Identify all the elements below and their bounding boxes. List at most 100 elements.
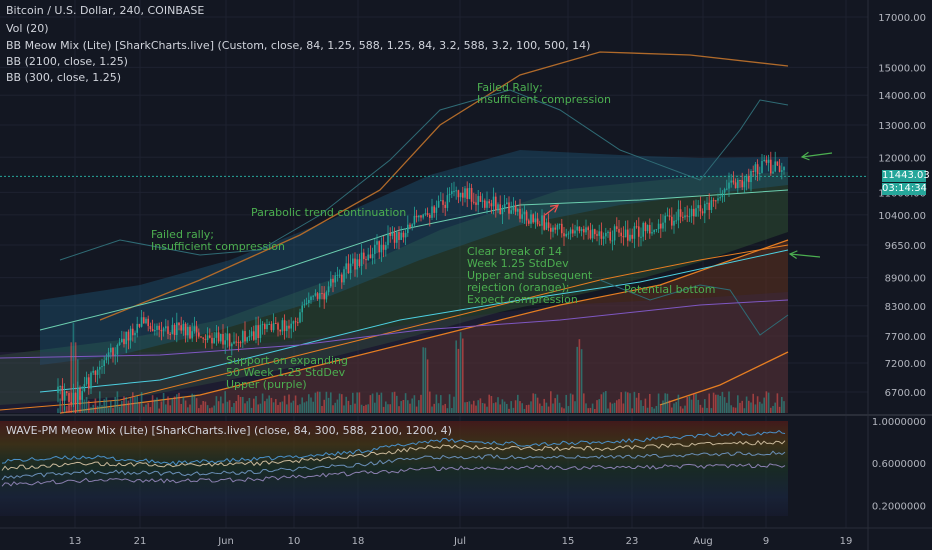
volume-bar (147, 403, 149, 413)
volume-bar (655, 405, 658, 413)
candle-body (565, 233, 567, 237)
candle-body (178, 322, 180, 326)
candle-body (697, 205, 699, 209)
volume-bar (453, 396, 455, 413)
volume-bar (671, 407, 673, 413)
volume-bar (470, 404, 473, 413)
candle-body (532, 214, 534, 223)
volume-bar (642, 405, 644, 413)
candle-body (59, 385, 61, 387)
indicator-vol[interactable]: Vol (20) (6, 22, 49, 35)
volume-bar (81, 398, 83, 413)
volume-bar (534, 393, 537, 413)
volume-bar (336, 399, 339, 413)
volume-bar (250, 407, 253, 413)
volume-bar (198, 408, 200, 413)
candle-body (171, 324, 174, 334)
volume-bar (189, 404, 191, 413)
candle-body (429, 214, 431, 218)
candle-body (426, 213, 429, 215)
indicator-bb-meow-mix[interactable]: BB Meow Mix (Lite) [SharkCharts.live] (C… (6, 39, 591, 52)
candle-body (156, 325, 158, 330)
volume-bar (253, 398, 255, 413)
volume-bar (728, 391, 730, 413)
candle-body (541, 215, 543, 226)
time-tick-label: 13 (69, 536, 82, 547)
volume-bar (770, 407, 772, 413)
volume-bar (622, 403, 625, 413)
volume-bar (112, 408, 114, 413)
volume-bar (763, 397, 765, 413)
candle-body (484, 200, 486, 208)
volume-bar (404, 393, 407, 413)
candle-body (129, 328, 132, 341)
volume-bar (523, 408, 526, 413)
volume-bar (475, 405, 477, 413)
volume-bar (74, 342, 77, 413)
volume-bar (550, 391, 552, 413)
volume-bar (290, 402, 292, 413)
candle-body (664, 215, 666, 223)
candle-body (431, 206, 433, 218)
candle-body (332, 278, 334, 283)
candle-body (534, 218, 537, 223)
volume-bar (66, 405, 68, 413)
volume-bar (121, 400, 123, 413)
candle-body (750, 170, 752, 183)
indicator-bb-300[interactable]: BB (300, close, 1.25) (6, 71, 121, 84)
volume-bar (495, 402, 497, 413)
oscillator-title[interactable]: WAVE-PM Meow Mix (Lite) [SharkCharts.liv… (6, 424, 452, 437)
volume-bar (347, 400, 350, 413)
volume-bar (176, 394, 178, 413)
candle-body (312, 295, 314, 297)
volume-bar (191, 393, 193, 413)
volume-bar (149, 407, 152, 413)
candle-body (585, 227, 587, 233)
volume-bar (717, 394, 719, 413)
volume-bar (129, 397, 132, 413)
volume-bar (635, 397, 638, 413)
candle-body (512, 205, 515, 211)
candle-body (160, 329, 163, 332)
time-tick-label: Aug (693, 536, 713, 547)
candle-body (567, 233, 570, 235)
candle-body (719, 197, 721, 199)
indicator-bb-2100[interactable]: BB (2100, close, 1.25) (6, 55, 128, 68)
volume-bar (759, 401, 761, 413)
osc-tick-label: 0.2000000 (872, 501, 926, 512)
volume-bar (756, 396, 759, 413)
volume-bar (545, 402, 548, 413)
candle-body (745, 175, 748, 182)
volume-bar (455, 340, 457, 413)
volume-bar (609, 402, 611, 413)
volume-bar (200, 404, 202, 413)
volume-bar (90, 407, 92, 413)
band-teal-lower (39, 249, 789, 393)
volume-bar (409, 403, 411, 413)
volume-bar (437, 403, 440, 413)
volume-bar (479, 398, 482, 413)
arrow-right-bottom-head (788, 250, 798, 260)
candle-body (688, 216, 691, 218)
volume-bar (138, 403, 141, 413)
volume-bar (468, 401, 471, 413)
band-orange-lower (59, 239, 789, 414)
candle-body (644, 222, 647, 232)
annotation-failed-rally-top: Failed Rally; Insufficient compression (477, 81, 611, 106)
volume-bar (187, 407, 189, 413)
band-orange-fill (0, 240, 788, 413)
volume-bar (294, 395, 297, 413)
volume-bar (125, 397, 127, 413)
candle-body (143, 317, 145, 324)
volume-bar (367, 404, 369, 413)
volume-bar (481, 402, 484, 413)
candle-body (523, 211, 526, 215)
volume-bar (552, 403, 554, 413)
candle-body (330, 278, 332, 287)
candle-body (83, 384, 86, 392)
volume-bar (547, 406, 550, 413)
candle-body (572, 229, 574, 234)
time-tick-label: 10 (288, 536, 301, 547)
volume-bar (356, 392, 358, 413)
